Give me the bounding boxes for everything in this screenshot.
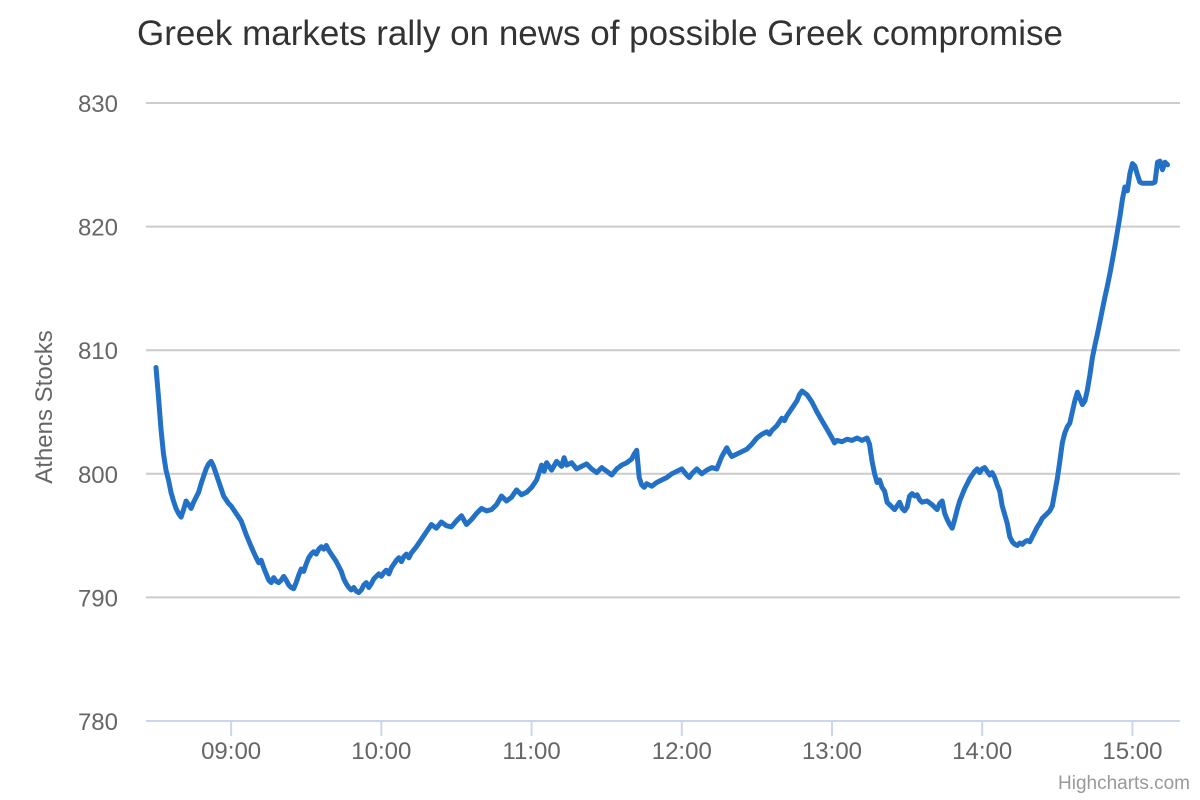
y-tick-label-790: 790 [78,585,118,612]
y-tick-label-780: 780 [78,709,118,736]
series-line-athens-stocks[interactable] [153,158,1170,595]
chart-title: Greek markets rally on news of possible … [137,14,1063,53]
y-tick-label-820: 820 [78,215,118,242]
x-axis-ticks [230,721,1134,736]
y-tick-label-810: 810 [78,338,118,365]
y-tick-label-800: 800 [78,462,118,489]
y-axis-labels: 780 790 800 810 820 830 [78,91,118,736]
y-axis-title: Athens Stocks [31,330,58,484]
y-gridlines [146,102,1180,722]
x-tick-label-15:00: 15:00 [1102,738,1162,765]
x-tick-label-09:00: 09:00 [201,738,261,765]
x-tick-label-13:00: 13:00 [802,738,862,765]
highcharts-credits-link[interactable]: Highcharts.com [1058,773,1190,794]
x-tick-label-12:00: 12:00 [652,738,712,765]
x-axis-labels: 09:00 10:00 11:00 12:00 13:00 14:00 15:00 [201,738,1162,765]
x-tick-label-10:00: 10:00 [351,738,411,765]
x-tick-label-14:00: 14:00 [952,738,1012,765]
y-tick-label-830: 830 [78,91,118,118]
x-tick-label-11:00: 11:00 [502,738,560,765]
